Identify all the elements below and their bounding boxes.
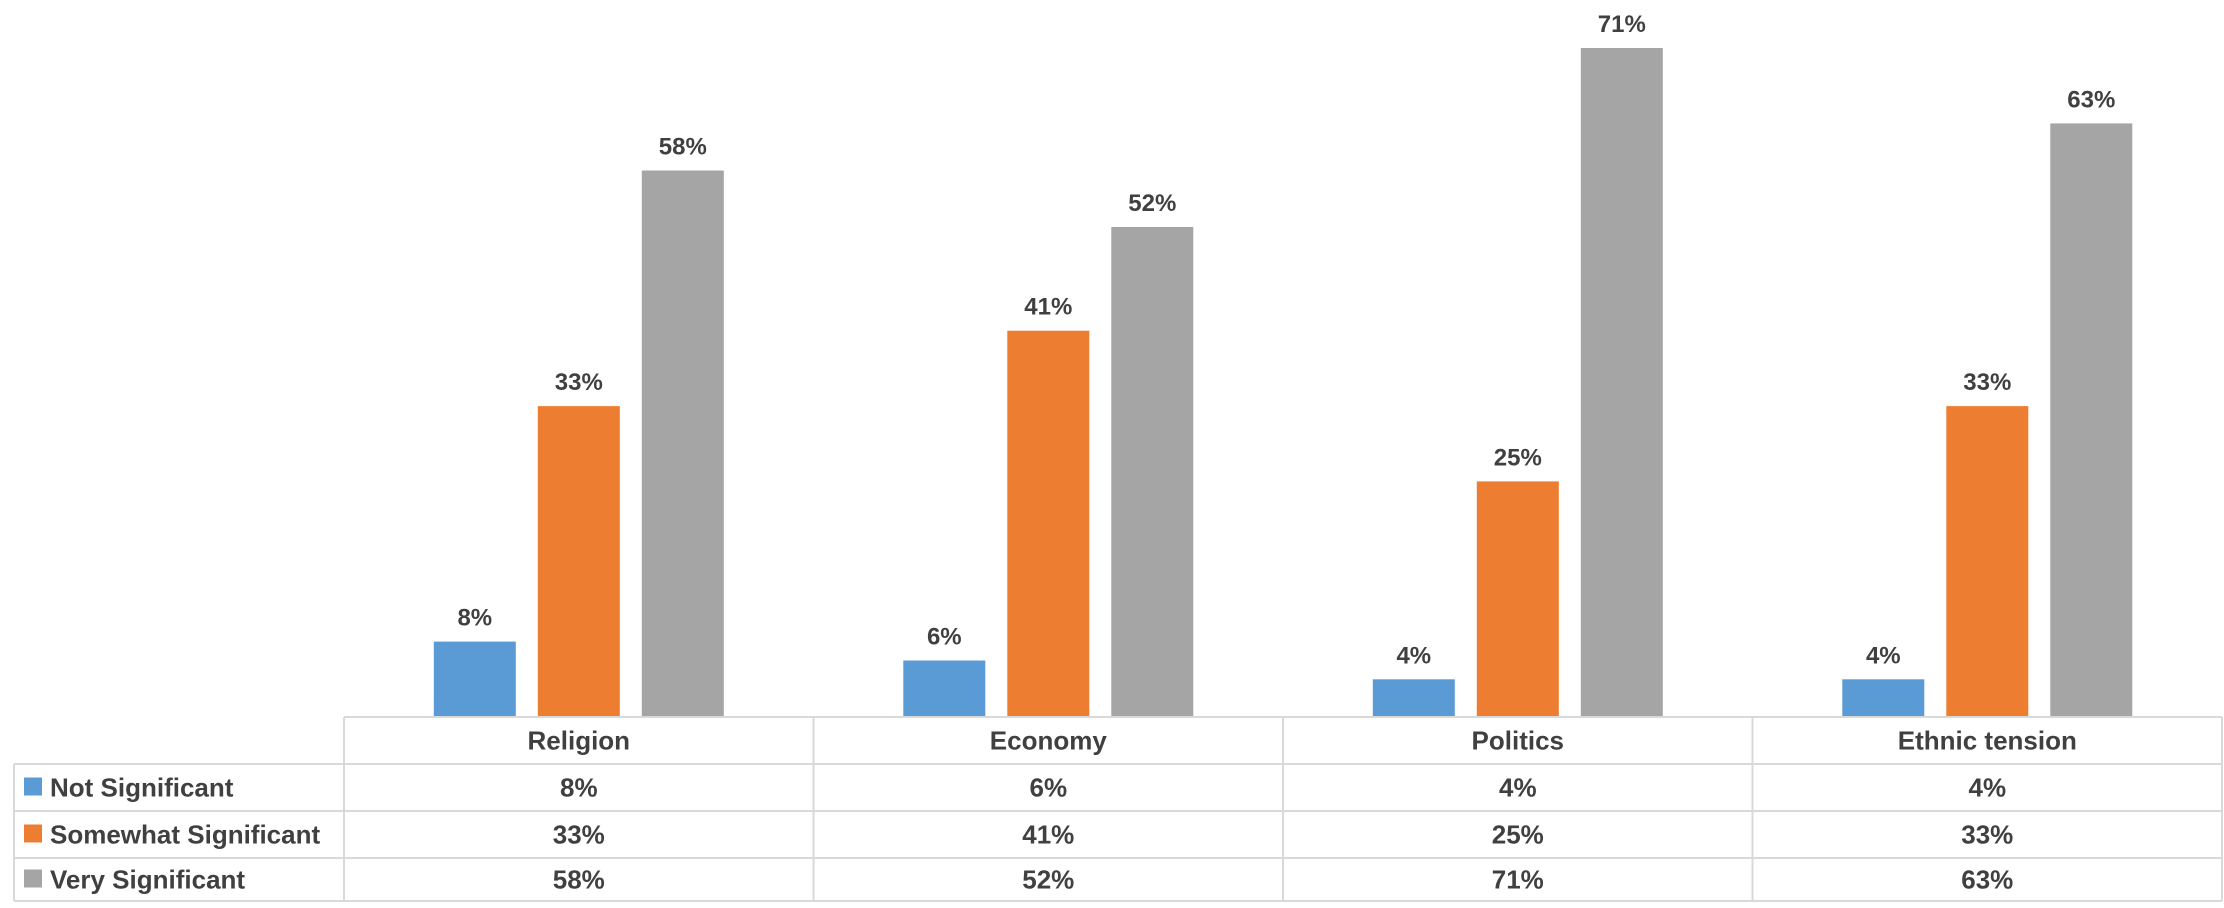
data-label-not-significant-politics: 4%: [1396, 642, 1431, 669]
bars-layer: [433, 48, 2133, 717]
table-cell-very-significant-religion: 58%: [553, 865, 605, 895]
table-cell-somewhat-significant-religion: 33%: [553, 820, 605, 850]
bar-not-significant-politics: [1372, 679, 1455, 717]
data-label-very-significant-religion: 58%: [659, 134, 707, 161]
bar-very-significant-ethnic-tension: [2050, 123, 2133, 717]
table-cell-not-significant-ethnic-tension: 4%: [1969, 773, 2007, 803]
data-labels-layer: 8% 33% 58% 6% 41% 52% 4% 25% 71% 4% 33% 63%: [457, 11, 2115, 669]
table-cell-not-significant-religion: 8%: [560, 773, 598, 803]
data-label-not-significant-economy: 6%: [927, 624, 962, 651]
data-label-somewhat-significant-politics: 25%: [1494, 444, 1542, 471]
legend-key-somewhat-significant: [24, 824, 42, 843]
data-label-somewhat-significant-religion: 33%: [555, 369, 603, 396]
bar-somewhat-significant-religion: [537, 406, 620, 717]
table-cell-somewhat-significant-economy: 41%: [1022, 820, 1074, 850]
category-label-ethnic-tension: Ethnic tension: [1898, 726, 2077, 756]
legend-key-not-significant: [24, 777, 42, 796]
table-cell-not-significant-politics: 4%: [1499, 773, 1537, 803]
table-cell-somewhat-significant-ethnic-tension: 33%: [1961, 820, 2013, 850]
table-cell-somewhat-significant-politics: 25%: [1492, 820, 1544, 850]
table-cell-very-significant-politics: 71%: [1492, 865, 1544, 895]
bar-somewhat-significant-ethnic-tension: [1946, 406, 2029, 717]
legend-label-not-significant: Not Significant: [50, 773, 234, 803]
bar-not-significant-religion: [433, 641, 516, 717]
legend-label-somewhat-significant: Somewhat Significant: [50, 820, 320, 850]
bar-not-significant-economy: [903, 660, 986, 717]
legend-key-very-significant: [24, 869, 42, 888]
table-cell-very-significant-economy: 52%: [1022, 865, 1074, 895]
legend-label-very-significant: Very Significant: [50, 865, 245, 895]
table-cell-not-significant-economy: 6%: [1030, 773, 1068, 803]
category-label-religion: Religion: [528, 726, 631, 756]
data-label-not-significant-religion: 8%: [457, 605, 492, 632]
data-label-very-significant-ethnic-tension: 63%: [2067, 86, 2115, 113]
bar-very-significant-economy: [1111, 227, 1194, 717]
data-label-somewhat-significant-ethnic-tension: 33%: [1963, 369, 2011, 396]
category-label-economy: Economy: [990, 726, 1108, 756]
data-label-somewhat-significant-economy: 41%: [1024, 294, 1072, 321]
bar-very-significant-religion: [641, 170, 724, 717]
category-label-politics: Politics: [1472, 726, 1564, 756]
data-label-very-significant-economy: 52%: [1128, 190, 1176, 217]
bar-very-significant-politics: [1580, 48, 1663, 717]
data-label-not-significant-ethnic-tension: 4%: [1866, 642, 1901, 669]
bar-somewhat-significant-politics: [1476, 481, 1559, 717]
bar-somewhat-significant-economy: [1007, 330, 1090, 717]
data-table: Religion Economy Politics Ethnic tension Not…: [13, 716, 2223, 902]
bar-not-significant-ethnic-tension: [1842, 679, 1925, 717]
table-cell-very-significant-ethnic-tension: 63%: [1961, 865, 2013, 895]
data-label-very-significant-politics: 71%: [1598, 11, 1646, 38]
